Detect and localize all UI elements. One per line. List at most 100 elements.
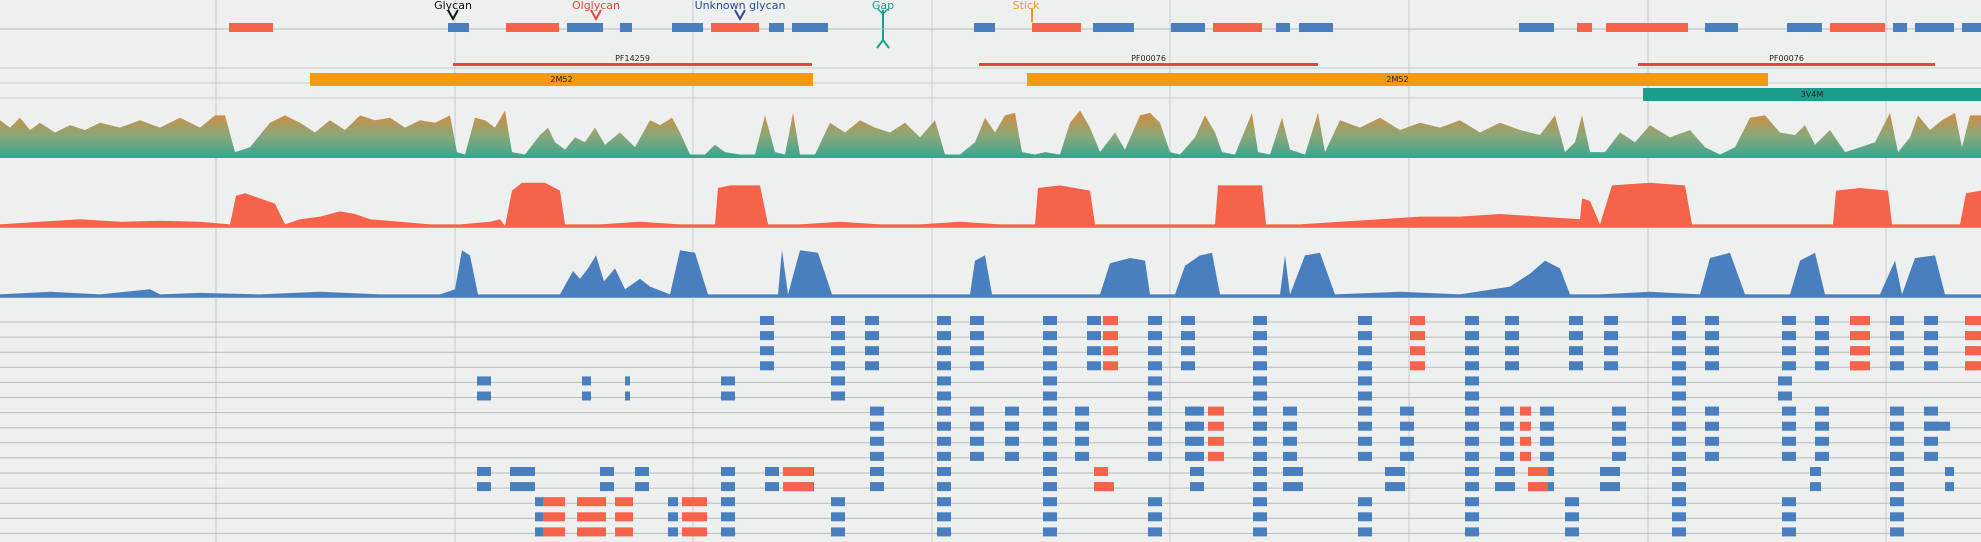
peptide-segment[interactable] — [1253, 527, 1267, 537]
peptide-segment[interactable] — [1208, 436, 1224, 446]
peptide-segment[interactable] — [721, 497, 735, 507]
peptide-segment[interactable] — [1815, 331, 1829, 341]
peptide-segment[interactable] — [1672, 316, 1686, 325]
peptide-segment[interactable] — [1890, 467, 1904, 476]
peptide-segment[interactable] — [870, 451, 884, 461]
peptide-segment[interactable] — [831, 316, 845, 325]
sequence-features-track[interactable] — [0, 23, 1981, 32]
sequence-feature[interactable] — [672, 23, 703, 32]
peptide-segment[interactable] — [1604, 316, 1618, 325]
peptide-segment[interactable] — [1253, 316, 1267, 325]
peptide-segment[interactable] — [721, 376, 735, 386]
sequence-feature[interactable] — [1606, 23, 1688, 32]
peptide-segment[interactable] — [1890, 527, 1904, 537]
peptide-segment[interactable] — [1385, 467, 1405, 476]
peptide-segment[interactable] — [937, 346, 951, 356]
peptide-segment[interactable] — [1410, 346, 1425, 356]
peptide-segment[interactable] — [1087, 361, 1101, 371]
peptide-segment[interactable] — [937, 451, 951, 461]
pdb-structure-track[interactable]: 2M52 2M52 3V4M — [310, 73, 1981, 101]
peptide-segment[interactable] — [1604, 361, 1618, 371]
peptide-segment[interactable] — [1890, 497, 1904, 507]
peptide-segment[interactable] — [1540, 406, 1554, 416]
peptide-segment[interactable] — [1043, 436, 1057, 446]
peptide-segment[interactable] — [1965, 316, 1981, 325]
peptide-segment[interactable] — [1569, 316, 1583, 325]
peptide-segment[interactable] — [1190, 482, 1204, 492]
sequence-feature[interactable] — [1787, 23, 1822, 32]
gap-marker-icon[interactable]: Gap — [872, 0, 894, 49]
sequence-feature[interactable] — [448, 23, 469, 32]
peptide-segment[interactable] — [970, 316, 984, 325]
peptide-segment[interactable] — [1208, 406, 1224, 416]
peptide-segment[interactable] — [1924, 436, 1938, 446]
peptide-segment[interactable] — [1465, 346, 1479, 356]
sequence-feature[interactable] — [567, 23, 603, 32]
peptide-segment[interactable] — [1782, 361, 1796, 371]
peptide-segment[interactable] — [1782, 406, 1796, 416]
sequence-feature[interactable] — [1213, 23, 1262, 32]
peptide-segment[interactable] — [1672, 497, 1686, 507]
peptide-segment[interactable] — [1672, 391, 1686, 401]
peptide-segment[interactable] — [1005, 436, 1019, 446]
peptide-segment[interactable] — [1850, 331, 1870, 341]
peptide-segment[interactable] — [1672, 451, 1686, 461]
pfam-domain[interactable]: PF00076 — [1638, 54, 1935, 66]
peptide-segment[interactable] — [1253, 346, 1267, 356]
peptide-segment[interactable] — [970, 436, 984, 446]
peptide-segment[interactable] — [1190, 406, 1204, 416]
peptide-segment[interactable] — [1815, 421, 1829, 431]
peptide-segment[interactable] — [1705, 436, 1719, 446]
peptide-segment[interactable] — [1565, 527, 1579, 537]
peptide-segment[interactable] — [1400, 436, 1414, 446]
peptide-segment[interactable] — [721, 467, 735, 476]
peptide-segment[interactable] — [1569, 331, 1583, 341]
peptide-segment[interactable] — [1890, 482, 1904, 492]
peptide-segment[interactable] — [1465, 391, 1479, 401]
sequence-feature[interactable] — [1299, 23, 1333, 32]
peptide-segment[interactable] — [1283, 421, 1297, 431]
peptide-segment[interactable] — [1500, 421, 1514, 431]
peptide-segment[interactable] — [582, 391, 591, 401]
peptide-segment[interactable] — [1850, 361, 1870, 371]
sequence-feature[interactable] — [1032, 23, 1081, 32]
peptide-segment[interactable] — [1253, 361, 1267, 371]
peptide-segment[interactable] — [1358, 406, 1372, 416]
peptide-segment[interactable] — [1924, 346, 1938, 356]
peptide-segment[interactable] — [1672, 482, 1686, 492]
peptide-segment[interactable] — [1778, 376, 1792, 386]
peptide-segment[interactable] — [1465, 331, 1479, 341]
peptide-segment[interactable] — [535, 497, 543, 507]
peptide-segment[interactable] — [1075, 421, 1089, 431]
peptide-segment[interactable] — [970, 451, 984, 461]
peptide-segment[interactable] — [1043, 346, 1057, 356]
peptide-segment[interactable] — [970, 346, 984, 356]
peptide-segment[interactable] — [1283, 482, 1303, 492]
peptide-segment[interactable] — [1148, 451, 1162, 461]
peptide-segment[interactable] — [1782, 331, 1796, 341]
peptide-segment[interactable] — [1148, 346, 1162, 356]
peptide-segment[interactable] — [1810, 482, 1821, 492]
peptide-segment[interactable] — [1945, 482, 1954, 492]
peptide-segment[interactable] — [1705, 421, 1719, 431]
peptide-segment[interactable] — [721, 482, 735, 492]
peptide-segment[interactable] — [1465, 497, 1479, 507]
peptide-segment[interactable] — [1782, 421, 1796, 431]
peptide-segment[interactable] — [1520, 421, 1531, 431]
peptide-segment[interactable] — [1410, 316, 1425, 325]
pdb-structure[interactable]: 2M52 — [310, 73, 813, 86]
sequence-feature[interactable] — [974, 23, 995, 32]
peptide-segment[interactable] — [1253, 331, 1267, 341]
peptide-segment[interactable] — [1815, 406, 1829, 416]
peptide-segment[interactable] — [600, 482, 614, 492]
peptide-segment[interactable] — [1358, 376, 1372, 386]
peptide-segment[interactable] — [831, 346, 845, 356]
peptide-segment[interactable] — [970, 406, 984, 416]
peptide-segment[interactable] — [1358, 331, 1372, 341]
peptide-segment[interactable] — [970, 361, 984, 371]
peptide-segment[interactable] — [1672, 421, 1686, 431]
peptide-segment[interactable] — [1358, 361, 1372, 371]
peptide-segment[interactable] — [1520, 451, 1531, 461]
peptide-segment[interactable] — [865, 346, 879, 356]
peptide-segment[interactable] — [477, 467, 491, 476]
